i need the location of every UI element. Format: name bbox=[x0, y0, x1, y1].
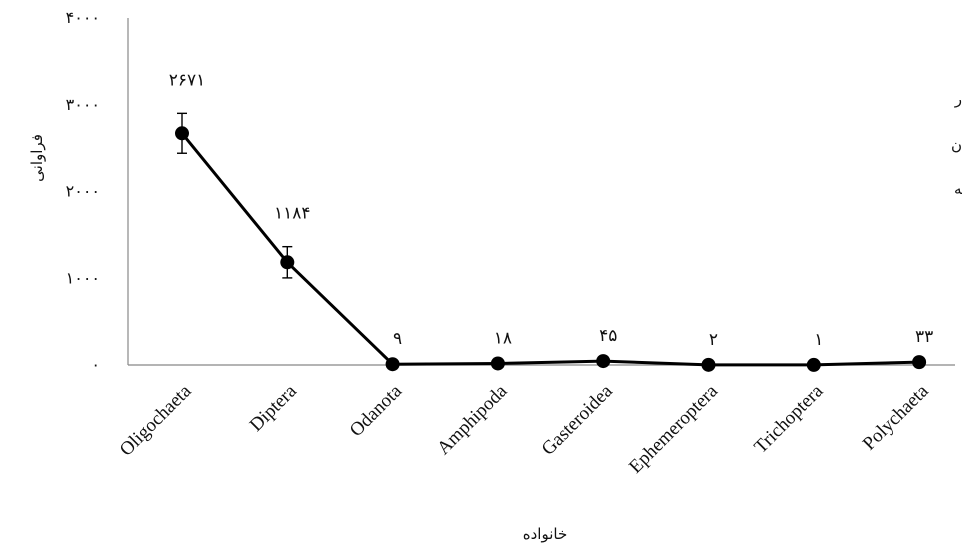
data-point bbox=[701, 357, 716, 372]
side-text-fragments: ﺭ ﻥ ﻪ bbox=[951, 90, 962, 198]
side-fragment-2: ﻥ bbox=[951, 136, 962, 154]
y-tick-label: ۰ bbox=[91, 355, 100, 374]
series-frequency bbox=[175, 112, 927, 372]
data-label: ۱۸ bbox=[494, 328, 512, 348]
y-tick-label: ۳۰۰۰ bbox=[66, 95, 100, 114]
data-point bbox=[912, 355, 927, 370]
data-label: ۹ bbox=[393, 329, 402, 349]
data-point bbox=[385, 357, 400, 372]
x-axis: Oligochaeta Diptera Odanota Amphipoda Gaster… bbox=[116, 364, 955, 478]
x-tick-label: Ephemeroptera bbox=[625, 380, 722, 477]
data-label: ۲ bbox=[709, 330, 718, 350]
series-line bbox=[180, 132, 920, 367]
y-tick-label: ۱۰۰۰ bbox=[66, 268, 100, 287]
x-tick-label: Oligochaeta bbox=[116, 380, 196, 460]
data-label: ۲۶۷۱ bbox=[169, 70, 206, 90]
x-tick-label: Diptera bbox=[246, 380, 302, 436]
data-label: ۴۵ bbox=[599, 326, 617, 346]
data-labels: ۲۶۷۱ ۱۱۸۴ ۹ ۱۸ ۴۵ ۲ ۱ ۳۳ bbox=[169, 70, 933, 350]
data-point bbox=[806, 357, 821, 372]
data-point bbox=[175, 126, 189, 141]
data-label: ۳۳ bbox=[915, 327, 933, 347]
x-axis-title: خانواده bbox=[523, 525, 567, 543]
x-tick-label: Odanota bbox=[346, 380, 407, 441]
x-tick-label: Trichoptera bbox=[750, 380, 827, 457]
y-axis-title: فراوانی bbox=[28, 134, 46, 182]
y-tick-label: ۲۰۰۰ bbox=[66, 182, 100, 201]
data-label: ۱ bbox=[814, 330, 823, 350]
side-fragment-1: ﺭ bbox=[954, 90, 962, 108]
x-tick-label: Amphipoda bbox=[433, 380, 512, 459]
x-tick-label: Polychaeta bbox=[859, 380, 933, 454]
data-point bbox=[280, 255, 295, 270]
data-point bbox=[490, 356, 505, 371]
data-point bbox=[596, 354, 611, 369]
y-axis: ۰ ۱۰۰۰ ۲۰۰۰ ۳۰۰۰ ۴۰۰۰ bbox=[66, 8, 129, 374]
data-label: ۱۱۸۴ bbox=[274, 204, 311, 224]
x-tick-label: Gasteroidea bbox=[538, 380, 617, 459]
y-tick-label: ۴۰۰۰ bbox=[66, 8, 100, 27]
side-fragment-3: ﻪ bbox=[954, 180, 962, 198]
